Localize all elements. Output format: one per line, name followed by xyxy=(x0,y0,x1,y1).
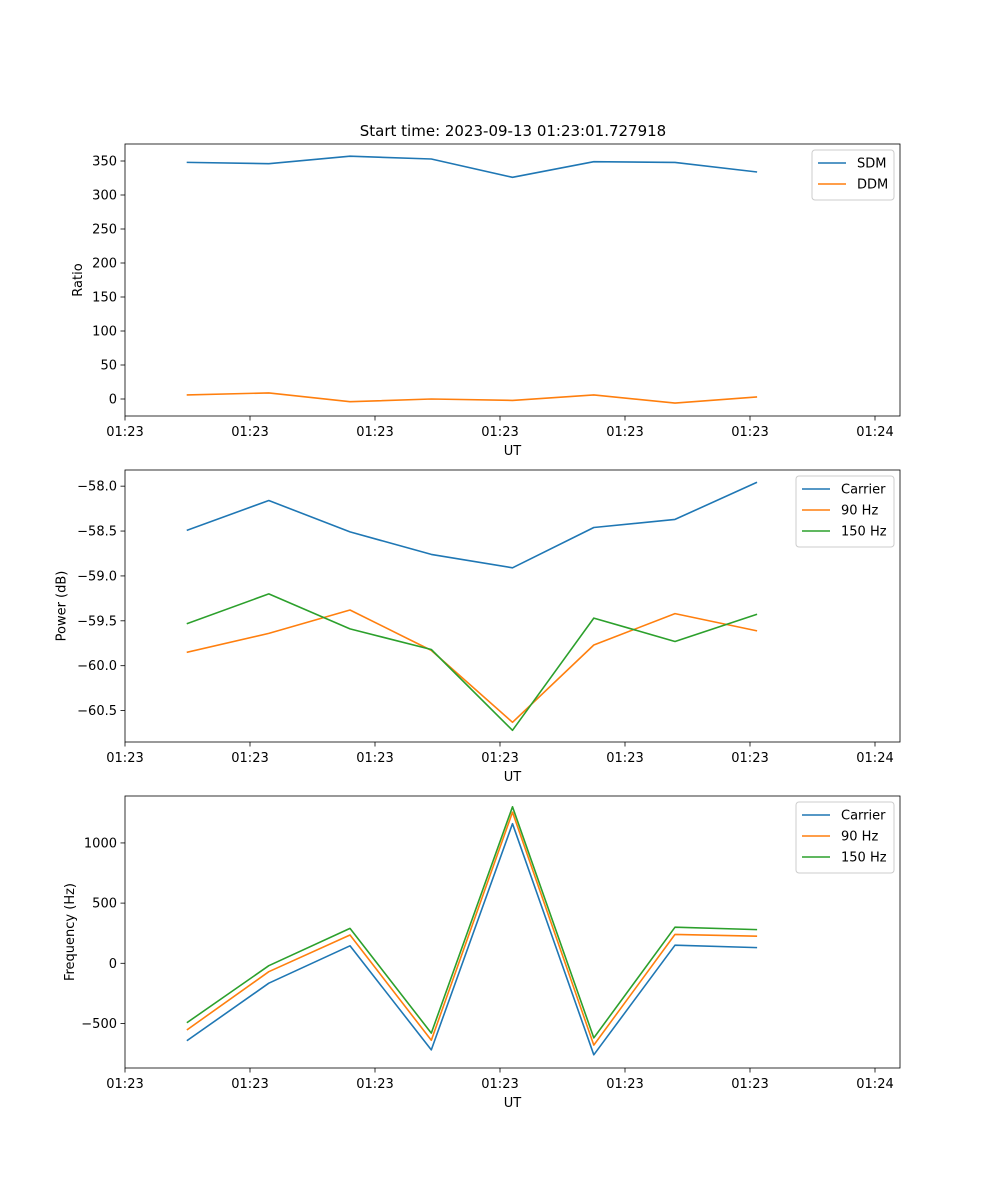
legend-label-90-hz: 90 Hz xyxy=(841,830,878,845)
y-tick-label: 150 xyxy=(92,291,117,306)
y-tick-label: −58.5 xyxy=(77,525,117,540)
legend: Carrier 90 Hz 150 Hz xyxy=(795,475,895,548)
x-tick-label: 01:23 xyxy=(356,751,393,766)
x-tick-label: 01:23 xyxy=(356,1077,393,1092)
x-tick-label: 01:24 xyxy=(856,425,893,440)
power-panel: 01:23 01:23 01:23 01:23 01:23 01:23 01:24 −60.5… xyxy=(55,469,901,785)
y-tick-label: 300 xyxy=(92,189,117,204)
legend-label-carrier: Carrier xyxy=(841,483,886,498)
x-tick-label: 01:23 xyxy=(231,425,268,440)
y-tick-label: 200 xyxy=(92,257,117,272)
x-tick-label: 01:23 xyxy=(231,751,268,766)
y-axis-label: Ratio xyxy=(71,263,86,296)
x-tick-label: 01:23 xyxy=(481,751,518,766)
x-tick-label: 01:23 xyxy=(731,1077,768,1092)
legend: Carrier 90 Hz 150 Hz xyxy=(795,801,895,874)
x-tick-label: 01:23 xyxy=(231,1077,268,1092)
legend-box xyxy=(795,801,895,874)
series-line-carrier xyxy=(186,481,758,569)
series-line-90-hz xyxy=(186,609,758,724)
x-axis-label: UT xyxy=(504,444,522,459)
y-tick-label: 50 xyxy=(100,359,117,374)
y-tick-label: −59.0 xyxy=(77,569,117,584)
y-tick-label: −60.5 xyxy=(77,704,117,719)
y-tick-label: −500 xyxy=(81,1017,117,1032)
y-tick-label: 250 xyxy=(92,223,117,238)
legend-label-carrier: Carrier xyxy=(841,809,886,824)
x-tick-label: 01:23 xyxy=(481,425,518,440)
x-tick-label: 01:23 xyxy=(106,751,143,766)
legend: SDM DDM xyxy=(811,149,895,201)
x-axis-label: UT xyxy=(504,1096,522,1111)
axes-frame xyxy=(124,143,901,417)
series-line-150-hz xyxy=(186,593,758,732)
y-axis-label: Power (dB) xyxy=(55,571,70,642)
series-line-carrier xyxy=(186,822,758,1056)
y-tick-label: 100 xyxy=(92,325,117,340)
legend-label-sdm: SDM xyxy=(857,157,886,172)
x-tick-label: 01:23 xyxy=(731,751,768,766)
y-axis-label: Frequency (Hz) xyxy=(63,883,78,981)
x-tick-label: 01:23 xyxy=(356,425,393,440)
y-tick-label: 0 xyxy=(109,957,117,972)
legend-label-90-hz: 90 Hz xyxy=(841,504,878,519)
y-tick-label: 350 xyxy=(92,155,117,170)
y-tick-label: −58.0 xyxy=(77,480,117,495)
legend-box xyxy=(795,475,895,548)
x-tick-label: 01:24 xyxy=(856,1077,893,1092)
axes-frame xyxy=(124,469,901,743)
x-tick-label: 01:24 xyxy=(856,751,893,766)
y-tick-label: 0 xyxy=(109,393,117,408)
legend-label-150-hz: 150 Hz xyxy=(841,851,887,866)
x-tick-label: 01:23 xyxy=(606,751,643,766)
x-tick-label: 01:23 xyxy=(481,1077,518,1092)
axes-frame xyxy=(124,795,901,1069)
legend-label-150-hz: 150 Hz xyxy=(841,525,887,540)
x-tick-label: 01:23 xyxy=(106,425,143,440)
x-tick-label: 01:23 xyxy=(606,1077,643,1092)
y-tick-label: 1000 xyxy=(84,836,117,851)
y-tick-label: −60.0 xyxy=(77,659,117,674)
frequency-panel: 01:23 01:23 01:23 01:23 01:23 01:23 01:24 −500 0… xyxy=(63,795,901,1111)
series-line-sdm xyxy=(186,155,758,179)
ratio-panel: 01:23 01:23 01:23 01:23 01:23 01:23 01:24 0 50 10… xyxy=(71,143,901,459)
series-line-90-hz xyxy=(186,811,758,1046)
chart-title: Start time: 2023-09-13 01:23:01.727918 xyxy=(360,122,666,140)
x-axis-label: UT xyxy=(504,770,522,785)
legend-label-ddm: DDM xyxy=(857,178,888,193)
y-tick-label: −59.5 xyxy=(77,614,117,629)
series-line-ddm xyxy=(186,392,758,404)
series-line-150-hz xyxy=(186,805,758,1039)
y-tick-label: 500 xyxy=(92,897,117,912)
x-tick-label: 01:23 xyxy=(606,425,643,440)
x-tick-label: 01:23 xyxy=(731,425,768,440)
x-tick-label: 01:23 xyxy=(106,1077,143,1092)
